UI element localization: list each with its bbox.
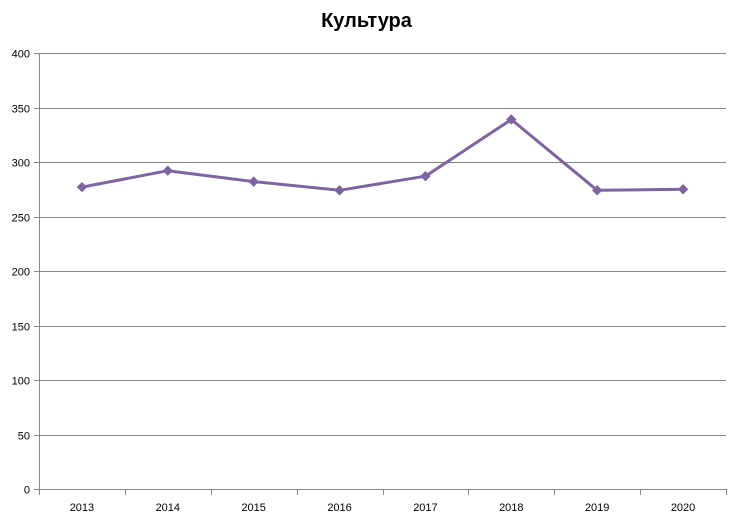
x-tick-label: 2020 — [671, 502, 695, 514]
data-point — [334, 185, 345, 196]
series — [76, 114, 689, 196]
x-tick-label: 2016 — [327, 502, 351, 514]
x-tick-label: 2015 — [241, 502, 265, 514]
y-tick-label: 300 — [12, 158, 30, 170]
x-tick-label: 2018 — [499, 502, 523, 514]
series-line — [80, 118, 685, 192]
x-tick-label: 2017 — [413, 502, 437, 514]
y-tick-label: 400 — [12, 49, 30, 61]
y-tick-label: 50 — [18, 431, 30, 443]
data-point — [76, 181, 88, 193]
data-point — [420, 170, 431, 182]
y-tick-label: 200 — [12, 267, 30, 279]
y-tick-label: 250 — [12, 213, 30, 225]
x-tick-label: 2019 — [585, 502, 609, 514]
y-tick-labels: 0 50 100 150 200 250 300 350 400 — [12, 49, 30, 497]
y-tick-label: 350 — [12, 104, 30, 116]
grid — [39, 53, 726, 436]
data-point — [162, 165, 174, 176]
y-tick-label: 150 — [12, 322, 30, 334]
axes — [34, 53, 727, 495]
x-tick-label: 2014 — [156, 502, 180, 514]
chart-title: Культура — [321, 10, 412, 32]
data-point — [506, 114, 517, 125]
data-point — [591, 185, 603, 196]
x-tick-labels: 2013 2014 2015 2016 2017 2018 2019 2020 — [70, 502, 696, 514]
data-point — [677, 184, 689, 195]
y-tick-label: 100 — [12, 376, 30, 388]
y-tick-label: 0 — [24, 485, 30, 497]
data-point — [248, 176, 259, 187]
x-tick-label: 2013 — [70, 502, 94, 514]
